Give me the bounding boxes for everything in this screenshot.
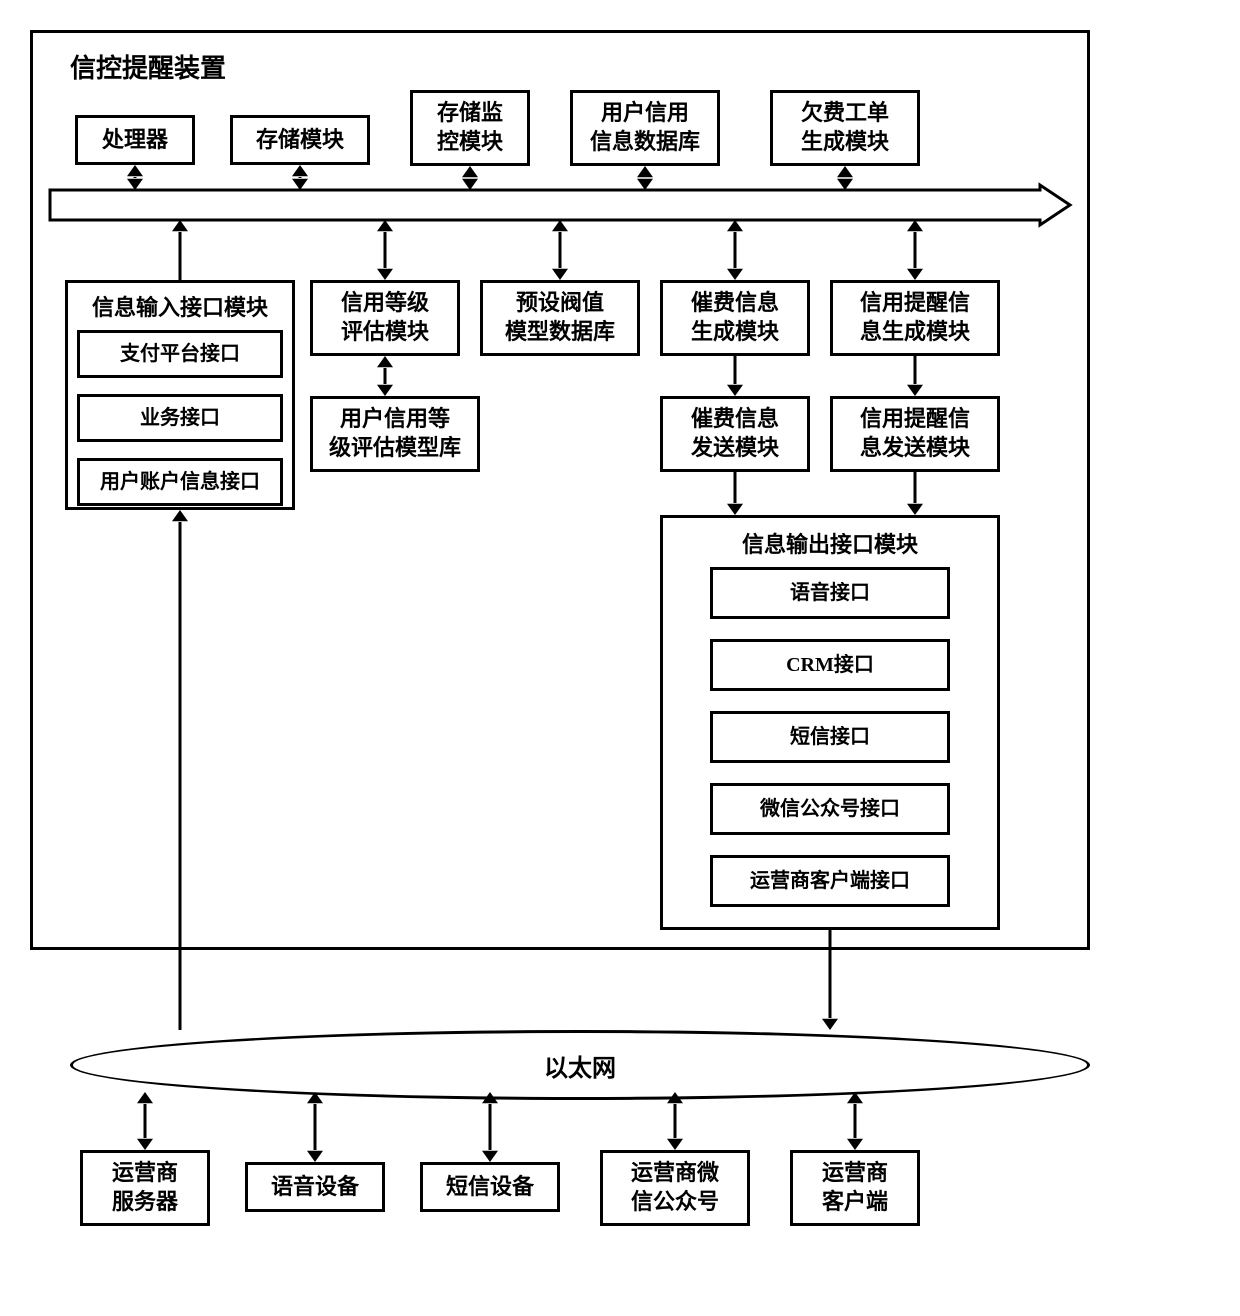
arrears-node: 欠费工单生成模块 [770, 90, 920, 166]
urge-send-node: 催费信息发送模块 [660, 396, 810, 472]
biz-if-node: 业务接口 [77, 394, 283, 442]
output-module-title: 信息输出接口模块 [680, 527, 980, 559]
remind-send-node: 信用提醒信息发送模块 [830, 396, 1000, 472]
user-db-node: 用户信用信息数据库 [570, 90, 720, 166]
voice-if-node: 语音接口 [710, 567, 950, 619]
crm-if-node: CRM接口 [710, 639, 950, 691]
storage-mon-node: 存储监控模块 [410, 90, 530, 166]
credit-model-node: 用户信用等级评估模型库 [310, 396, 480, 472]
client-if-node: 运营商客户端接口 [710, 855, 950, 907]
ethernet-node: 以太网 [70, 1030, 1090, 1100]
threshold-node: 预设阀值模型数据库 [480, 280, 640, 356]
credit-eval-node: 信用等级评估模块 [310, 280, 460, 356]
remind-gen-node: 信用提醒信息生成模块 [830, 280, 1000, 356]
processor-node: 处理器 [75, 115, 195, 165]
voice-dev-node: 语音设备 [245, 1162, 385, 1212]
sms-if-node: 短信接口 [710, 711, 950, 763]
acct-if-node: 用户账户信息接口 [77, 458, 283, 506]
op-server-node: 运营商服务器 [80, 1150, 210, 1226]
pay-if-node: 支付平台接口 [77, 330, 283, 378]
storage-node: 存储模块 [230, 115, 370, 165]
op-client-node: 运营商客户端 [790, 1150, 920, 1226]
sms-dev-node: 短信设备 [420, 1162, 560, 1212]
diagram-canvas: 信控提醒装置处理器存储模块存储监控模块用户信用信息数据库欠费工单生成模块信用等级… [20, 20, 1220, 1296]
wechat-if-node: 微信公众号接口 [710, 783, 950, 835]
input-module-title: 信息输入接口模块 [75, 290, 285, 322]
urge-gen-node: 催费信息生成模块 [660, 280, 810, 356]
op-wechat-node: 运营商微信公众号 [600, 1150, 750, 1226]
diagram-title: 信控提醒装置 [70, 48, 226, 85]
